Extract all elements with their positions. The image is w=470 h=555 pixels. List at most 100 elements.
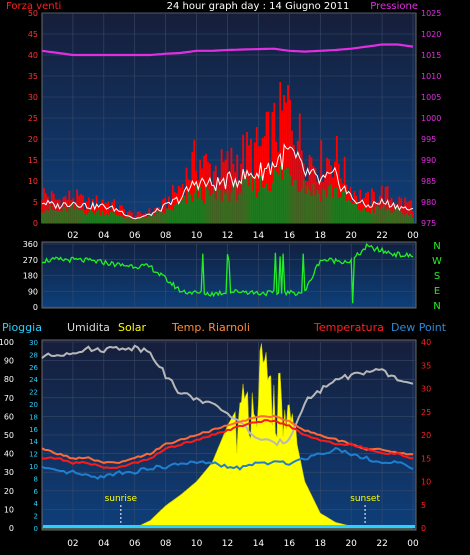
temp-x-tick-label: 00 [407,539,419,549]
rain-tick-label: 30 [29,339,38,347]
humidity-tick-label: 50 [4,431,14,440]
temp-x-tick-label: 06 [129,539,141,549]
wind-x-tick-label: 22 [376,231,387,241]
wind-panel-marks [41,43,414,223]
temp-x-tick-label: 20 [345,539,357,549]
wind-left-tick-label: 30 [28,93,38,102]
humidity-tick-label: 10 [4,505,14,514]
temp-x-tick-label: 10 [191,539,203,549]
chart-title: 24 hour graph day : 14 Giugno 2011 [167,1,350,12]
temp-panel-marks: sunrise sunset [41,343,415,529]
rain-tick-label: 26 [29,364,38,372]
wind-x-tick-label: 20 [345,231,357,241]
wind-left-tick-label: 10 [28,177,38,186]
rain-baseline [43,525,415,528]
wind-left-tick-label: 50 [28,9,38,18]
temperature-tick-label: 20 [421,431,431,440]
wind-x-tick-label: 16 [284,231,296,241]
compass-label: W [432,256,442,267]
direction-tick-label: 270 [23,256,38,265]
temperature-tick-label: 10 [421,478,431,487]
temperature-tick-label: 30 [421,385,431,394]
temperature-line [41,419,414,470]
rain-tick-label: 14 [29,438,38,446]
rain-tick-label: 18 [29,413,38,421]
pressure-right-tick-label: 995 [421,135,436,144]
legend-rain: Pioggia [2,321,42,334]
rain-tick-label: 0 [34,525,38,533]
wind-x-tick-label: 14 [253,231,265,241]
humidity-tick-label: 20 [4,487,14,496]
wind-x-tick-label: 00 [407,231,419,241]
humidity-tick-label: 0 [9,524,14,533]
legend-solar: Solar [118,321,147,334]
humidity-tick-label: 90 [4,357,14,366]
temp-x-tick-label: 16 [284,539,296,549]
wind-speed-line [41,143,414,220]
rain-tick-label: 6 [34,488,39,496]
pressure-right-tick-label: 1015 [421,51,441,60]
sunrise-label: sunrise [105,494,138,504]
wind-x-tick-label: 08 [160,231,172,241]
legend-riarnoli: Temp. Riarnoli [171,321,250,334]
compass-label: N [433,241,440,252]
temperature-tick-label: 40 [421,338,431,347]
pressure-right-tick-label: 1005 [421,93,441,102]
wind-left-tick-label: 40 [28,51,38,60]
compass-label: E [434,286,440,297]
humidity-tick-label: 40 [4,450,14,459]
pressure-line [41,43,414,57]
pressure-right-tick-label: 1025 [421,9,441,18]
rain-tick-label: 22 [29,389,38,397]
direction-tick-label: 360 [23,240,38,249]
wind-left-tick-label: 15 [28,156,38,165]
temp-panel-axes: 0102030405060708090100024681012141618202… [0,338,431,549]
wind-x-tick-label: 10 [191,231,203,241]
rain-tick-label: 8 [34,475,38,483]
humidity-tick-label: 30 [4,468,14,477]
wind-left-tick-label: 5 [33,198,38,207]
pressure-right-tick-label: 1010 [421,72,441,81]
direction-panel-marks [41,242,414,304]
pressure-right-tick-label: 990 [421,156,436,165]
wind-left-tick-label: 35 [28,72,38,81]
temp-x-tick-label: 22 [376,539,387,549]
wind-panel-axes: 0510152025303540455097598098599099510001… [28,9,442,241]
pressure-right-tick-label: 1020 [421,30,441,39]
sunset-label: sunset [350,494,380,504]
temp-x-tick-label: 18 [315,539,327,549]
pressure-right-tick-label: 1000 [421,114,441,123]
wind-left-tick-label: 20 [28,135,38,144]
humidity-line [41,344,414,447]
wind-left-tick-label: 25 [28,114,38,123]
direction-panel-background [41,241,417,309]
temp-x-tick-label: 02 [67,539,78,549]
direction-tick-label: 0 [33,303,38,312]
wind-x-tick-label: 02 [67,231,78,241]
humidity-tick-label: 100 [0,338,14,347]
temperature-tick-label: 15 [421,454,431,463]
dewpoint-line [41,446,414,480]
wind-strength-label: Forza venti [6,1,61,12]
compass-label: S [434,271,440,282]
rain-tick-label: 10 [29,463,38,471]
legend-humidity: Umidita [67,321,110,334]
temp-x-tick-label: 14 [253,539,265,549]
pressure-right-tick-label: 980 [421,198,436,207]
wind-left-tick-label: 45 [28,30,38,39]
wind-x-tick-label: 04 [98,231,110,241]
humidity-tick-label: 70 [4,394,14,403]
wind-x-tick-label: 12 [222,231,233,241]
direction-tick-label: 90 [28,287,38,296]
temperature-tick-label: 35 [421,361,431,370]
temperature-tick-label: 25 [421,408,431,417]
rain-tick-label: 4 [34,500,39,508]
pressure-label: Pressione [370,1,418,12]
wind-x-tick-label: 06 [129,231,141,241]
temperature-tick-label: 0 [421,524,426,533]
rain-tick-label: 28 [29,351,38,359]
wind-x-tick-label: 18 [315,231,327,241]
rain-tick-label: 16 [29,426,38,434]
rain-tick-label: 12 [29,451,38,459]
